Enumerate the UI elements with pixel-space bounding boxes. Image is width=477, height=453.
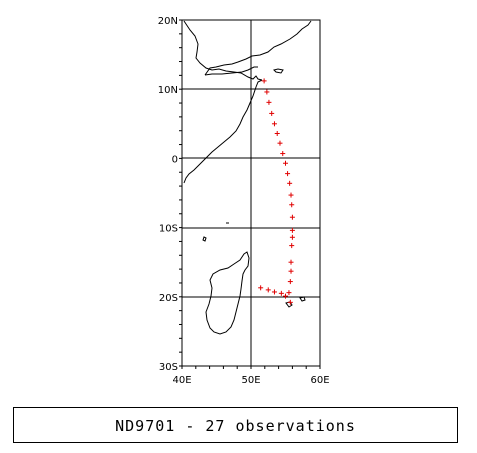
- lat-tick-label: 20N: [158, 16, 178, 27]
- observation-marker: [258, 285, 264, 291]
- lat-tick-label: 10N: [158, 85, 178, 96]
- island-mauritius: [299, 296, 306, 302]
- graticule: [181, 19, 321, 367]
- observation-marker: [277, 140, 283, 146]
- coastline-red-sea-west: [183, 20, 263, 81]
- observation-marker: [288, 259, 294, 265]
- coastline-east-africa: [183, 79, 263, 184]
- latitude-labels: 20N 10N 0 10S 20S 30S: [158, 16, 178, 373]
- observation-marker: [265, 287, 271, 293]
- lon-tick-label: 60E: [310, 375, 329, 386]
- lon-tick-label: 40E: [172, 375, 191, 386]
- observation-marker: [287, 299, 293, 305]
- observation-marker: [289, 234, 295, 240]
- observation-marker: [286, 290, 292, 296]
- observation-marker: [264, 89, 270, 95]
- observation-marker: [280, 151, 286, 157]
- map-canvas: 20N 10N 0 10S 20S 30S 40E 50E 60E: [158, 16, 330, 386]
- observation-marker: [287, 180, 293, 186]
- observation-marker: [289, 214, 295, 220]
- observation-marker: [266, 99, 272, 105]
- lat-tick-label: 0: [172, 154, 178, 165]
- island-madagascar: [205, 251, 250, 335]
- lat-tick-label: 10S: [159, 224, 178, 235]
- observation-marker: [283, 160, 288, 166]
- observation-marker: [261, 78, 267, 84]
- observation-marker: [285, 171, 291, 177]
- observation-marker: [287, 279, 293, 285]
- observation-marker: [289, 227, 295, 233]
- caption-text: ND9701 - 27 observations: [115, 417, 356, 435]
- observation-marker: [271, 289, 277, 295]
- lon-tick-label: 50E: [241, 375, 260, 386]
- observation-marker: [271, 121, 277, 127]
- observation-marker: [269, 110, 275, 116]
- coastline-arabia: [204, 20, 312, 76]
- longitude-labels: 40E 50E 60E: [172, 375, 329, 386]
- observation-marker: [278, 290, 284, 296]
- observation-marker: [289, 202, 295, 208]
- observation-marker: [274, 130, 280, 136]
- observation-marker: [288, 268, 294, 274]
- observation-markers: [258, 78, 295, 305]
- observation-marker: [283, 293, 288, 299]
- coastline-yemen: [204, 66, 258, 76]
- caption-box: ND9701 - 27 observations: [13, 407, 458, 443]
- coastlines: [183, 20, 312, 335]
- island-socotra: [273, 68, 284, 74]
- island-comoros: [202, 236, 207, 242]
- lat-tick-label: 20S: [159, 293, 178, 304]
- observation-marker: [289, 243, 295, 249]
- lat-tick-label: 30S: [159, 362, 178, 373]
- axis-minor-ticks: [179, 19, 321, 369]
- observation-marker: [288, 192, 294, 198]
